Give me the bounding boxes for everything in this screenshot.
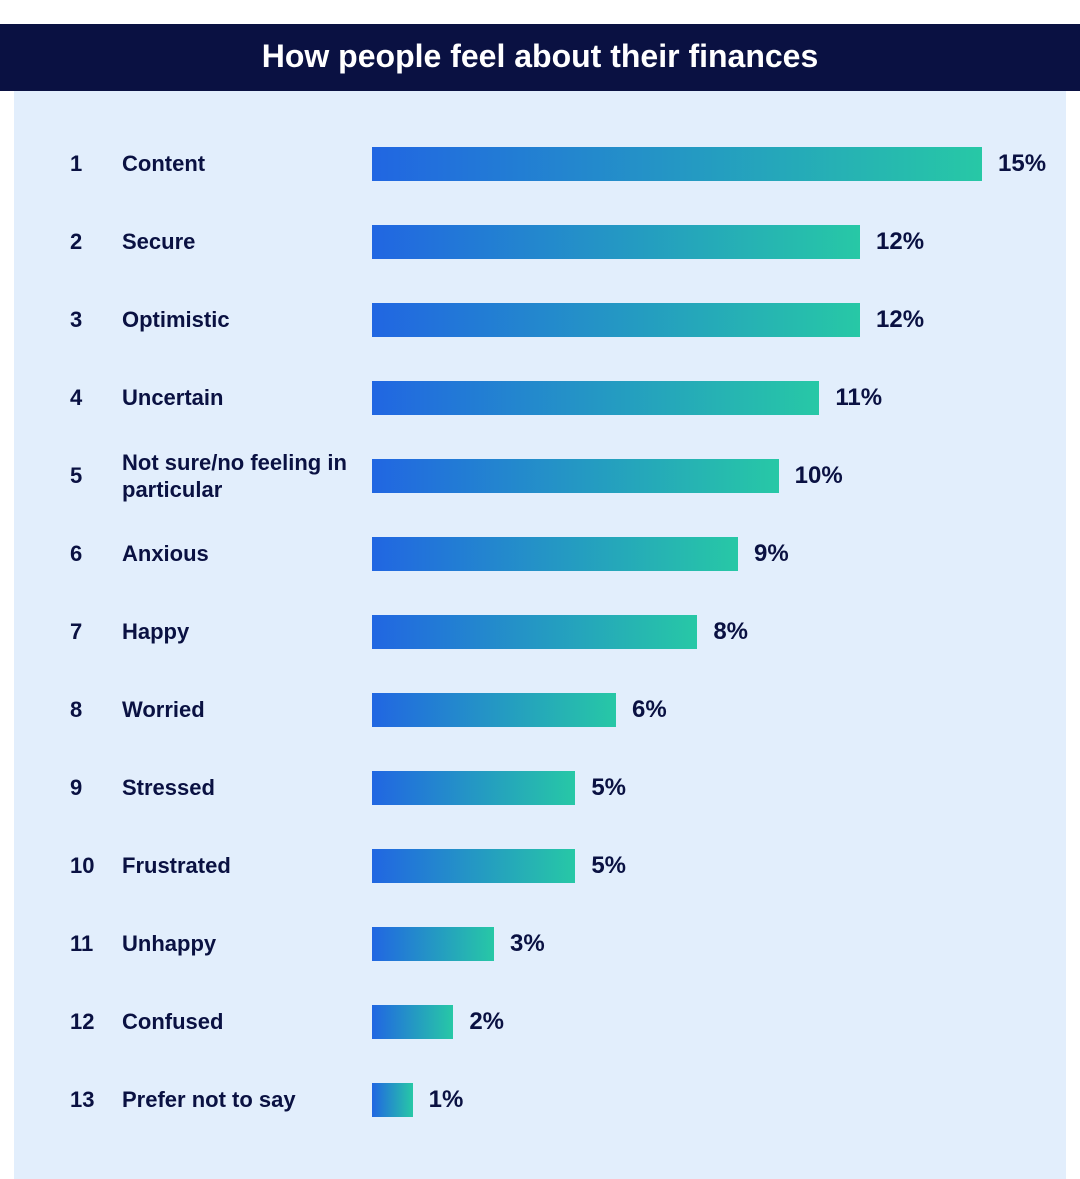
chart-row: 6Anxious 9% [70,515,1010,593]
bar-value: 3% [510,930,545,958]
chart-row: 12Confused 2% [70,983,1010,1061]
rank-number: 13 [70,1087,122,1113]
bar-area: 5% [372,771,1010,805]
bar-area: 6% [372,693,1010,727]
rank-number: 10 [70,853,122,879]
rank-number: 11 [70,931,122,957]
category-label: Not sure/no feeling in particular [122,449,372,504]
rank-number: 3 [70,307,122,333]
category-label: Prefer not to say [122,1086,372,1114]
bar-value: 8% [713,618,748,646]
bar [372,459,779,493]
chart-row: 11Unhappy 3% [70,905,1010,983]
bar [372,225,860,259]
bar-value: 10% [795,462,843,490]
rank-number: 5 [70,463,122,489]
chart-row: 3Optimistic 12% [70,281,1010,359]
chart-row: 9Stressed 5% [70,749,1010,827]
chart-row: 1Content15% [70,125,1010,203]
bar [372,1083,413,1117]
chart-row: 10Frustrated 5% [70,827,1010,905]
bar-value: 15% [998,150,1046,178]
chart-wrapper: How people feel about their finances 1Co… [0,0,1080,1179]
bar [372,147,982,181]
rank-number: 12 [70,1009,122,1035]
rank-number: 6 [70,541,122,567]
rank-number: 4 [70,385,122,411]
bar-value: 5% [591,852,626,880]
bar-area: 12% [372,303,1010,337]
bar [372,771,575,805]
category-label: Content [122,150,372,178]
bar [372,615,697,649]
category-label: Frustrated [122,852,372,880]
bar-area: 9% [372,537,1010,571]
bar-value: 9% [754,540,789,568]
category-label: Stressed [122,774,372,802]
bar-value: 11% [835,384,882,412]
category-label: Anxious [122,540,372,568]
bar-area: 12% [372,225,1010,259]
category-label: Uncertain [122,384,372,412]
category-label: Optimistic [122,306,372,334]
category-label: Worried [122,696,372,724]
bar-area: 3% [372,927,1010,961]
bar-value: 1% [429,1086,464,1114]
bar-area: 10% [372,459,1010,493]
category-label: Secure [122,228,372,256]
chart-title: How people feel about their finances [0,24,1080,91]
chart-body: 1Content15%2Secure12%3Optimistic12%4Unce… [14,91,1066,1179]
category-label: Confused [122,1008,372,1036]
bar [372,303,860,337]
bar-area: 5% [372,849,1010,883]
bar-value: 6% [632,696,667,724]
bar [372,1005,453,1039]
rank-number: 2 [70,229,122,255]
category-label: Unhappy [122,930,372,958]
rank-number: 8 [70,697,122,723]
bar-area: 11% [372,381,1010,415]
rank-number: 7 [70,619,122,645]
bar-area: 2% [372,1005,1010,1039]
bar-area: 1% [372,1083,1010,1117]
rank-number: 9 [70,775,122,801]
bar-value: 12% [876,306,924,334]
bar-value: 2% [469,1008,504,1036]
bar [372,537,738,571]
category-label: Happy [122,618,372,646]
chart-row: 8Worried 6% [70,671,1010,749]
bar-area: 8% [372,615,1010,649]
chart-row: 5Not sure/no feeling in particular 10% [70,437,1010,515]
bar [372,381,819,415]
bar-area: 15% [372,147,1046,181]
rank-number: 1 [70,151,122,177]
chart-row: 4Uncertain 11% [70,359,1010,437]
bar-value: 12% [876,228,924,256]
bar [372,693,616,727]
chart-row: 7Happy 8% [70,593,1010,671]
bar [372,927,494,961]
bar [372,849,575,883]
chart-row: 13Prefer not to say 1% [70,1061,1010,1139]
chart-row: 2Secure 12% [70,203,1010,281]
bar-value: 5% [591,774,626,802]
